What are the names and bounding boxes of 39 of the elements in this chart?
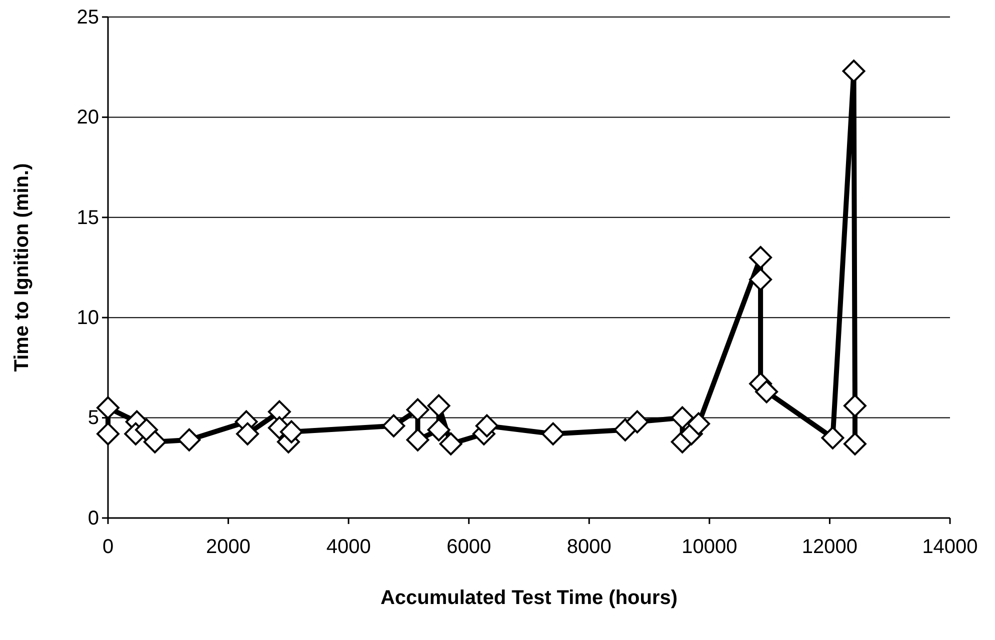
y-tick-label: 0 xyxy=(88,507,99,530)
point xyxy=(843,394,866,418)
y-tick-label: 10 xyxy=(76,307,99,329)
y-tick-label: 20 xyxy=(76,106,99,129)
x-tick-label: 6000 xyxy=(446,536,492,558)
x-axis-title: Accumulated Test Time (hours) xyxy=(380,587,678,609)
point xyxy=(178,428,201,452)
x-tick-label: 8000 xyxy=(566,536,612,558)
point xyxy=(143,430,166,454)
x-tick-label: 12000 xyxy=(802,536,858,558)
point xyxy=(406,428,430,452)
y-axis-title: Time to Ignition (min.) xyxy=(11,163,33,372)
y-tick-label: 5 xyxy=(88,407,99,430)
point xyxy=(542,422,565,446)
point xyxy=(749,246,772,269)
point xyxy=(382,414,406,438)
x-tick-label: 10000 xyxy=(682,536,738,558)
point xyxy=(427,418,450,442)
point xyxy=(135,418,158,442)
y-tick-label: 25 xyxy=(76,6,99,28)
x-tick-label: 0 xyxy=(102,536,114,558)
point xyxy=(843,432,866,456)
point xyxy=(749,268,772,292)
point xyxy=(439,432,462,456)
x-tick-label: 2000 xyxy=(206,536,251,558)
point xyxy=(687,412,710,436)
point xyxy=(821,426,844,450)
x-tick-label: 4000 xyxy=(326,536,371,558)
point xyxy=(842,60,866,83)
point xyxy=(236,422,260,446)
point xyxy=(670,406,694,430)
point xyxy=(475,414,498,438)
x-tick-label: 14000 xyxy=(922,536,978,558)
point xyxy=(406,398,430,422)
point xyxy=(427,394,450,418)
point xyxy=(755,380,778,404)
y-tick-label: 15 xyxy=(76,206,99,229)
point xyxy=(626,410,649,434)
point xyxy=(280,420,303,444)
